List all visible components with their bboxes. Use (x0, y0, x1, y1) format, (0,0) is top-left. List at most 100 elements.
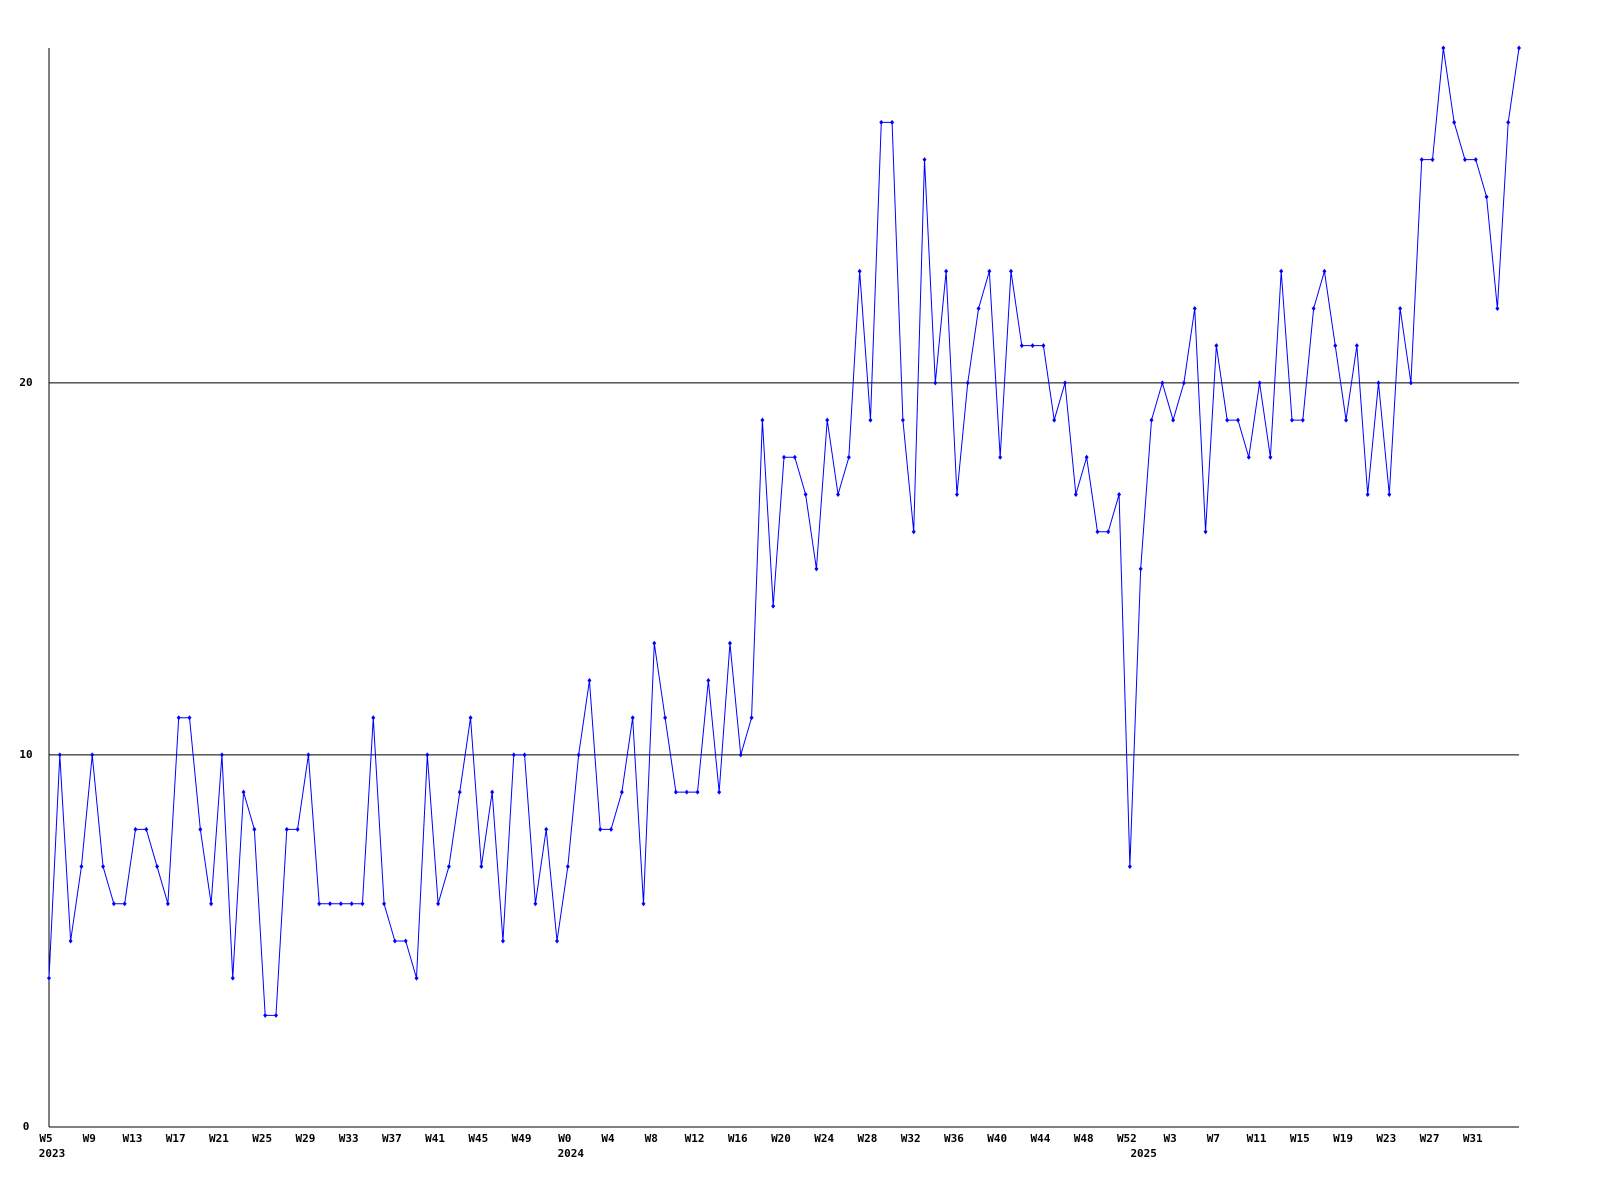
point (155, 864, 160, 870)
point (101, 864, 106, 870)
point (328, 901, 333, 907)
point (738, 752, 743, 758)
x-tick-label: W13 (123, 1132, 143, 1145)
point (1192, 305, 1197, 311)
x-tick-label: W24 (814, 1132, 834, 1145)
point (846, 454, 851, 460)
point (284, 826, 289, 832)
point (1106, 529, 1111, 535)
point (684, 789, 689, 795)
x-tick-label: W23 (1376, 1132, 1396, 1145)
point (522, 752, 527, 758)
point (1127, 864, 1132, 870)
point (252, 826, 257, 832)
point (1430, 157, 1435, 163)
point (382, 901, 387, 907)
point (1138, 566, 1143, 572)
point (706, 678, 711, 684)
point (479, 864, 484, 870)
point (79, 864, 84, 870)
point (241, 789, 246, 795)
x-tick-label: W3 (1163, 1132, 1176, 1145)
point (609, 826, 614, 832)
point (122, 901, 127, 907)
x-tick-label: W49 (512, 1132, 532, 1145)
point (1225, 417, 1230, 423)
point (544, 826, 549, 832)
point (457, 789, 462, 795)
point (360, 901, 365, 907)
point (652, 640, 657, 646)
point (1387, 491, 1392, 497)
x-tick-label: W27 (1420, 1132, 1440, 1145)
x-tick-label: W28 (858, 1132, 878, 1145)
point (338, 901, 343, 907)
point (695, 789, 700, 795)
point (641, 901, 646, 907)
x-tick-label: W5 (39, 1132, 52, 1145)
point (1160, 380, 1165, 386)
point (1073, 491, 1078, 497)
point (663, 715, 668, 721)
point (1506, 119, 1511, 125)
x-tick-label: W8 (645, 1132, 658, 1145)
point (500, 938, 505, 944)
point (1344, 417, 1349, 423)
point (209, 901, 214, 907)
point (1117, 491, 1122, 497)
point (1354, 343, 1359, 349)
point (976, 305, 981, 311)
point (1063, 380, 1068, 386)
point (836, 491, 841, 497)
point (1257, 380, 1262, 386)
point (1290, 417, 1295, 423)
point (1041, 343, 1046, 349)
x-tick-label: W19 (1333, 1132, 1353, 1145)
point (1030, 343, 1035, 349)
point (144, 826, 149, 832)
point (1495, 305, 1500, 311)
x-tick-label: W29 (295, 1132, 315, 1145)
x-tick-label: W36 (944, 1132, 964, 1145)
x-tick-label: W9 (83, 1132, 96, 1145)
point (771, 603, 776, 609)
point (371, 715, 376, 721)
point (814, 566, 819, 572)
point (1235, 417, 1240, 423)
point (57, 752, 62, 758)
point (436, 901, 441, 907)
x-tick-label: W17 (166, 1132, 186, 1145)
point (717, 789, 722, 795)
x-tick-label: W33 (339, 1132, 359, 1145)
point (1365, 491, 1370, 497)
year-label: 2025 (1130, 1147, 1157, 1160)
point (1517, 45, 1521, 51)
point (1419, 157, 1424, 163)
point (749, 715, 754, 721)
point (1084, 454, 1089, 460)
x-tick-label: W0 (558, 1132, 571, 1145)
point (619, 789, 624, 795)
point (1398, 305, 1403, 311)
point (414, 975, 419, 981)
year-label: 2023 (39, 1147, 66, 1160)
point (1408, 380, 1413, 386)
x-tick-label: W12 (685, 1132, 705, 1145)
x-tick-label: W45 (468, 1132, 488, 1145)
x-tick-label: W25 (252, 1132, 272, 1145)
point (306, 752, 311, 758)
point (1214, 343, 1219, 349)
point (587, 678, 592, 684)
point (317, 901, 322, 907)
point (782, 454, 786, 460)
point (1095, 529, 1100, 535)
point (273, 1012, 278, 1018)
point (954, 491, 959, 497)
point (868, 417, 873, 423)
point (1473, 157, 1478, 163)
point (1181, 380, 1186, 386)
point (1149, 417, 1154, 423)
point (133, 826, 138, 832)
point (1279, 268, 1284, 274)
